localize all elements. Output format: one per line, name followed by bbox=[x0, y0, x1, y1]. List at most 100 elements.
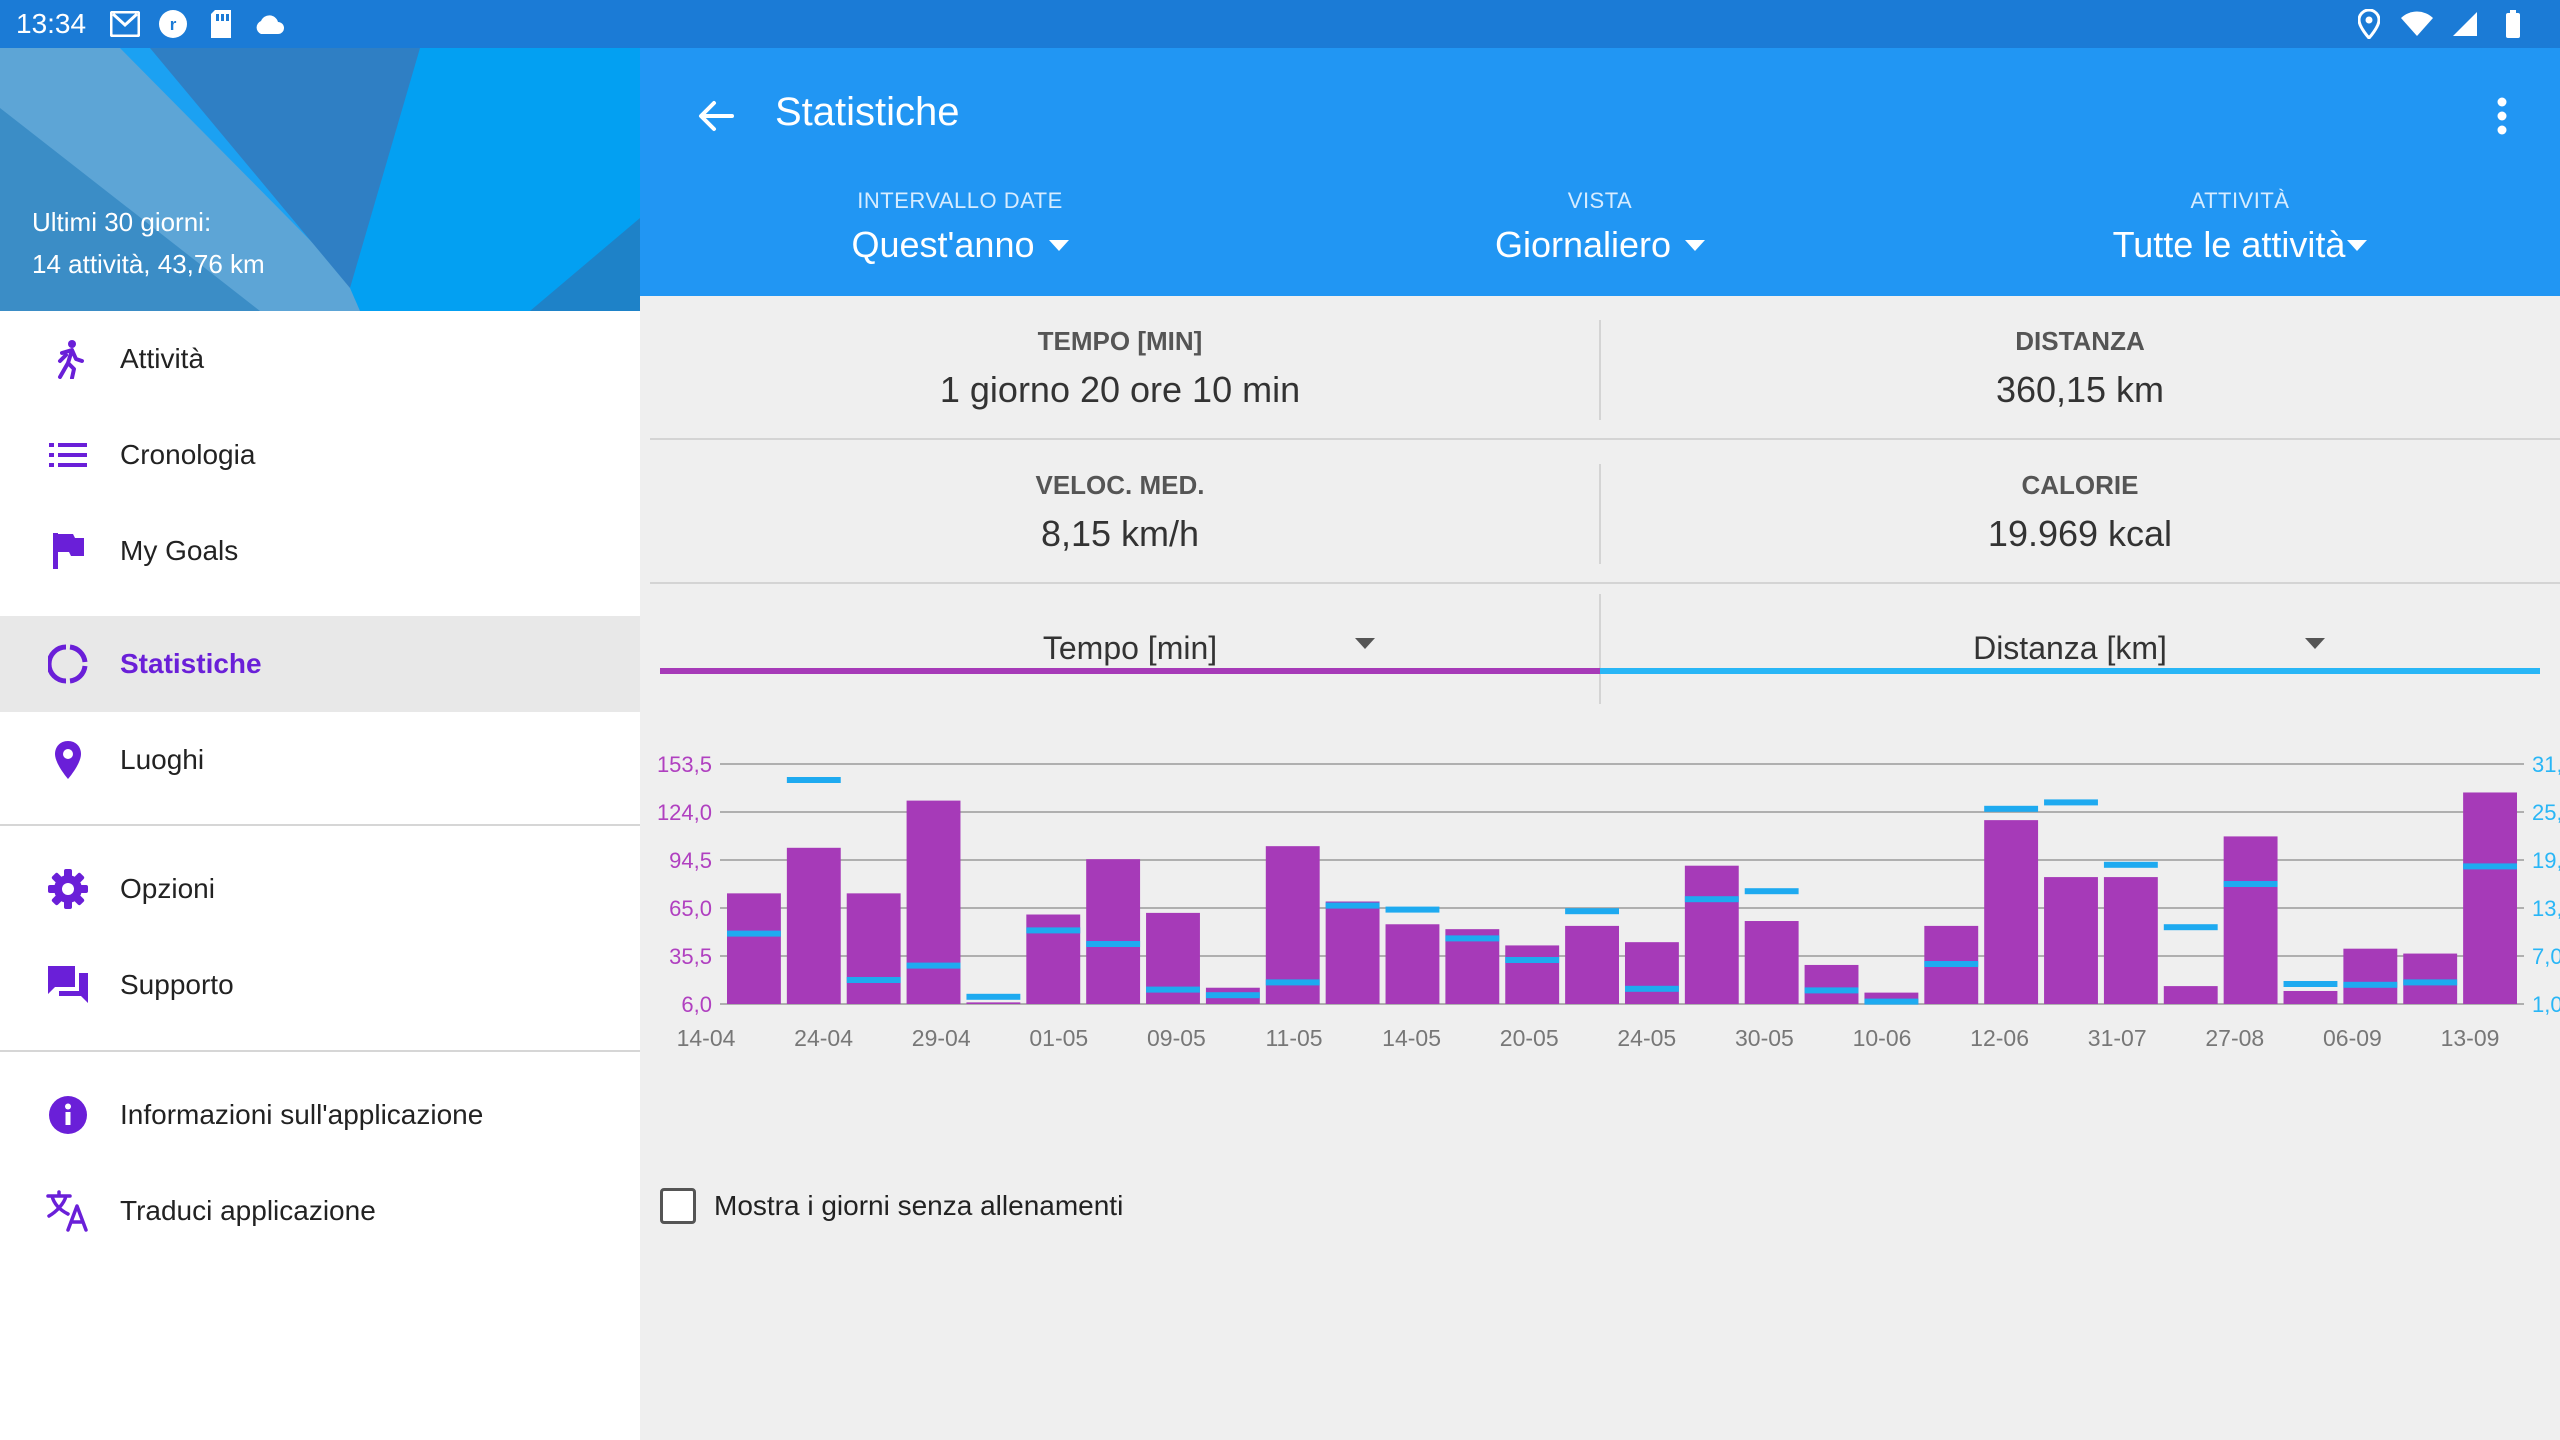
distance-marker bbox=[1624, 985, 1679, 992]
nav-item-supporto[interactable]: Supporto bbox=[0, 937, 640, 1033]
bar bbox=[966, 1002, 1021, 1004]
selector-label: Tempo [min] bbox=[1042, 629, 1218, 666]
right-axis-tick-label: 13,0 bbox=[2532, 896, 2560, 921]
distance-marker bbox=[1804, 987, 1859, 994]
x-axis-tick-label: 14-05 bbox=[1382, 1025, 1441, 1051]
metric-selector-left[interactable]: Tempo [min] bbox=[660, 588, 1600, 708]
filter-view[interactable]: VISTA Giornaliero bbox=[1280, 188, 1920, 266]
header-background bbox=[0, 48, 640, 311]
stat-label: CALORIE bbox=[2021, 470, 2139, 500]
translate-icon bbox=[46, 1189, 90, 1233]
distance-marker bbox=[1265, 979, 1320, 986]
distance-marker bbox=[1924, 961, 1979, 967]
filter-date-range[interactable]: INTERVALLO DATE Quest'anno bbox=[640, 188, 1280, 266]
app-icon: r bbox=[156, 7, 190, 41]
distance-marker bbox=[1864, 998, 1919, 1005]
sd-card-icon bbox=[204, 7, 238, 41]
left-axis-tick-label: 94,5 bbox=[669, 848, 712, 873]
checkbox-box[interactable] bbox=[660, 1188, 696, 1224]
distance-marker bbox=[2343, 981, 2398, 988]
distance-marker bbox=[726, 930, 781, 937]
bar bbox=[2283, 990, 2338, 1004]
nav-item-cronologia[interactable]: Cronologia bbox=[0, 407, 640, 503]
nav-item-informazioni[interactable]: Informazioni sull'applicazione bbox=[0, 1067, 640, 1163]
distance-marker bbox=[2463, 863, 2518, 870]
distance-marker bbox=[1086, 941, 1141, 947]
wifi-icon bbox=[2400, 7, 2434, 41]
nav-label: My Goals bbox=[120, 535, 239, 566]
nav-item-statistiche[interactable]: Statistiche bbox=[0, 616, 640, 712]
x-axis-tick-label: 14-04 bbox=[677, 1025, 736, 1051]
x-axis-tick-label: 06-09 bbox=[2323, 1025, 2382, 1051]
stat-divider bbox=[1599, 464, 1601, 564]
more-vert-icon bbox=[2497, 97, 2507, 135]
distance-marker bbox=[1146, 986, 1200, 993]
bar bbox=[2223, 836, 2278, 1004]
x-axis-tick-label: 31-07 bbox=[2088, 1025, 2147, 1051]
right-axis-tick-label: 31,0 bbox=[2532, 752, 2560, 777]
nav-item-opzioni[interactable]: Opzioni bbox=[0, 841, 640, 937]
cloud-icon bbox=[252, 7, 286, 41]
x-axis-tick-label: 10-06 bbox=[1853, 1025, 1912, 1051]
distance-marker bbox=[1205, 992, 1260, 999]
svg-text:r: r bbox=[170, 15, 177, 34]
filter-activity[interactable]: ATTIVITÀ Tutte le attività bbox=[1920, 188, 2560, 266]
dropdown-arrow-icon bbox=[1048, 239, 1069, 251]
bar bbox=[906, 800, 961, 1004]
filter-label: ATTIVITÀ bbox=[2190, 188, 2290, 213]
x-axis-tick-label: 29-04 bbox=[912, 1025, 971, 1051]
distance-marker bbox=[966, 993, 1021, 1000]
distance-marker bbox=[846, 977, 901, 983]
x-axis-tick-label: 24-05 bbox=[1617, 1025, 1676, 1051]
bar bbox=[1804, 964, 1859, 1004]
statistics-chart: 153,5 31,0 124,0 25,0 94,5 19,0 65,0 13,0 35,5 7,… bbox=[657, 752, 2560, 1051]
nav-item-traduci[interactable]: Traduci applicazione bbox=[0, 1163, 640, 1259]
metric-selector-right[interactable]: Distanza [km] bbox=[1600, 588, 2540, 708]
back-button[interactable] bbox=[688, 88, 744, 144]
dropdown-arrow-icon bbox=[2305, 638, 2325, 649]
selector-divider bbox=[1599, 594, 1601, 704]
stat-value: 360,15 km bbox=[1995, 369, 2165, 410]
distance-marker bbox=[1744, 888, 1799, 895]
bar bbox=[1864, 992, 1919, 1004]
flag-icon bbox=[46, 529, 90, 573]
show-empty-days-checkbox[interactable]: Mostra i giorni senza allenamenti bbox=[660, 1188, 1123, 1224]
main-content: Statistiche INTERVALLO DATE Quest'anno V… bbox=[640, 48, 2560, 1440]
forum-icon bbox=[46, 963, 90, 1007]
checkbox-label: Mostra i giorni senza allenamenti bbox=[714, 1190, 1124, 1221]
distance-marker bbox=[1026, 927, 1081, 934]
x-axis-tick-label: 30-05 bbox=[1735, 1025, 1794, 1051]
overflow-menu-button[interactable] bbox=[2482, 88, 2522, 144]
bar bbox=[1265, 846, 1320, 1004]
status-time: 13:34 bbox=[16, 8, 87, 39]
bar bbox=[1445, 929, 1500, 1004]
right-axis-tick-label: 7,0 bbox=[2532, 944, 2560, 969]
distance-marker bbox=[2044, 799, 2098, 806]
bar bbox=[2163, 986, 2218, 1004]
bar bbox=[2103, 877, 2158, 1004]
distance-marker bbox=[1984, 805, 2039, 812]
bar bbox=[1624, 942, 1679, 1004]
filter-value: Giornaliero bbox=[1495, 224, 1706, 266]
stat-row-divider bbox=[650, 582, 2560, 584]
stat-distance: DISTANZA 360,15 km bbox=[1600, 326, 2560, 411]
nav-item-attivita[interactable]: Attività bbox=[0, 311, 640, 407]
stat-label: TEMPO [MIN] bbox=[1037, 326, 1203, 356]
nav-label: Statistiche bbox=[120, 648, 262, 679]
bar bbox=[1385, 924, 1440, 1004]
distance-marker bbox=[2103, 861, 2158, 868]
selector-underline-right bbox=[1600, 668, 2540, 674]
gmail-icon bbox=[108, 7, 142, 41]
x-axis-tick-label: 20-05 bbox=[1500, 1025, 1559, 1051]
bar bbox=[1684, 865, 1739, 1004]
nav-label: Opzioni bbox=[120, 873, 215, 904]
x-axis-tick-label: 27-08 bbox=[2205, 1025, 2264, 1051]
stats-icon bbox=[46, 642, 90, 686]
x-axis-tick-label: 12-06 bbox=[1970, 1025, 2029, 1051]
left-axis-tick-label: 153,5 bbox=[657, 752, 712, 777]
nav-item-luoghi[interactable]: Luoghi bbox=[0, 712, 640, 808]
distance-marker bbox=[2403, 979, 2458, 986]
bar bbox=[726, 893, 781, 1004]
list-icon bbox=[46, 433, 90, 477]
nav-item-my-goals[interactable]: My Goals bbox=[0, 503, 640, 599]
